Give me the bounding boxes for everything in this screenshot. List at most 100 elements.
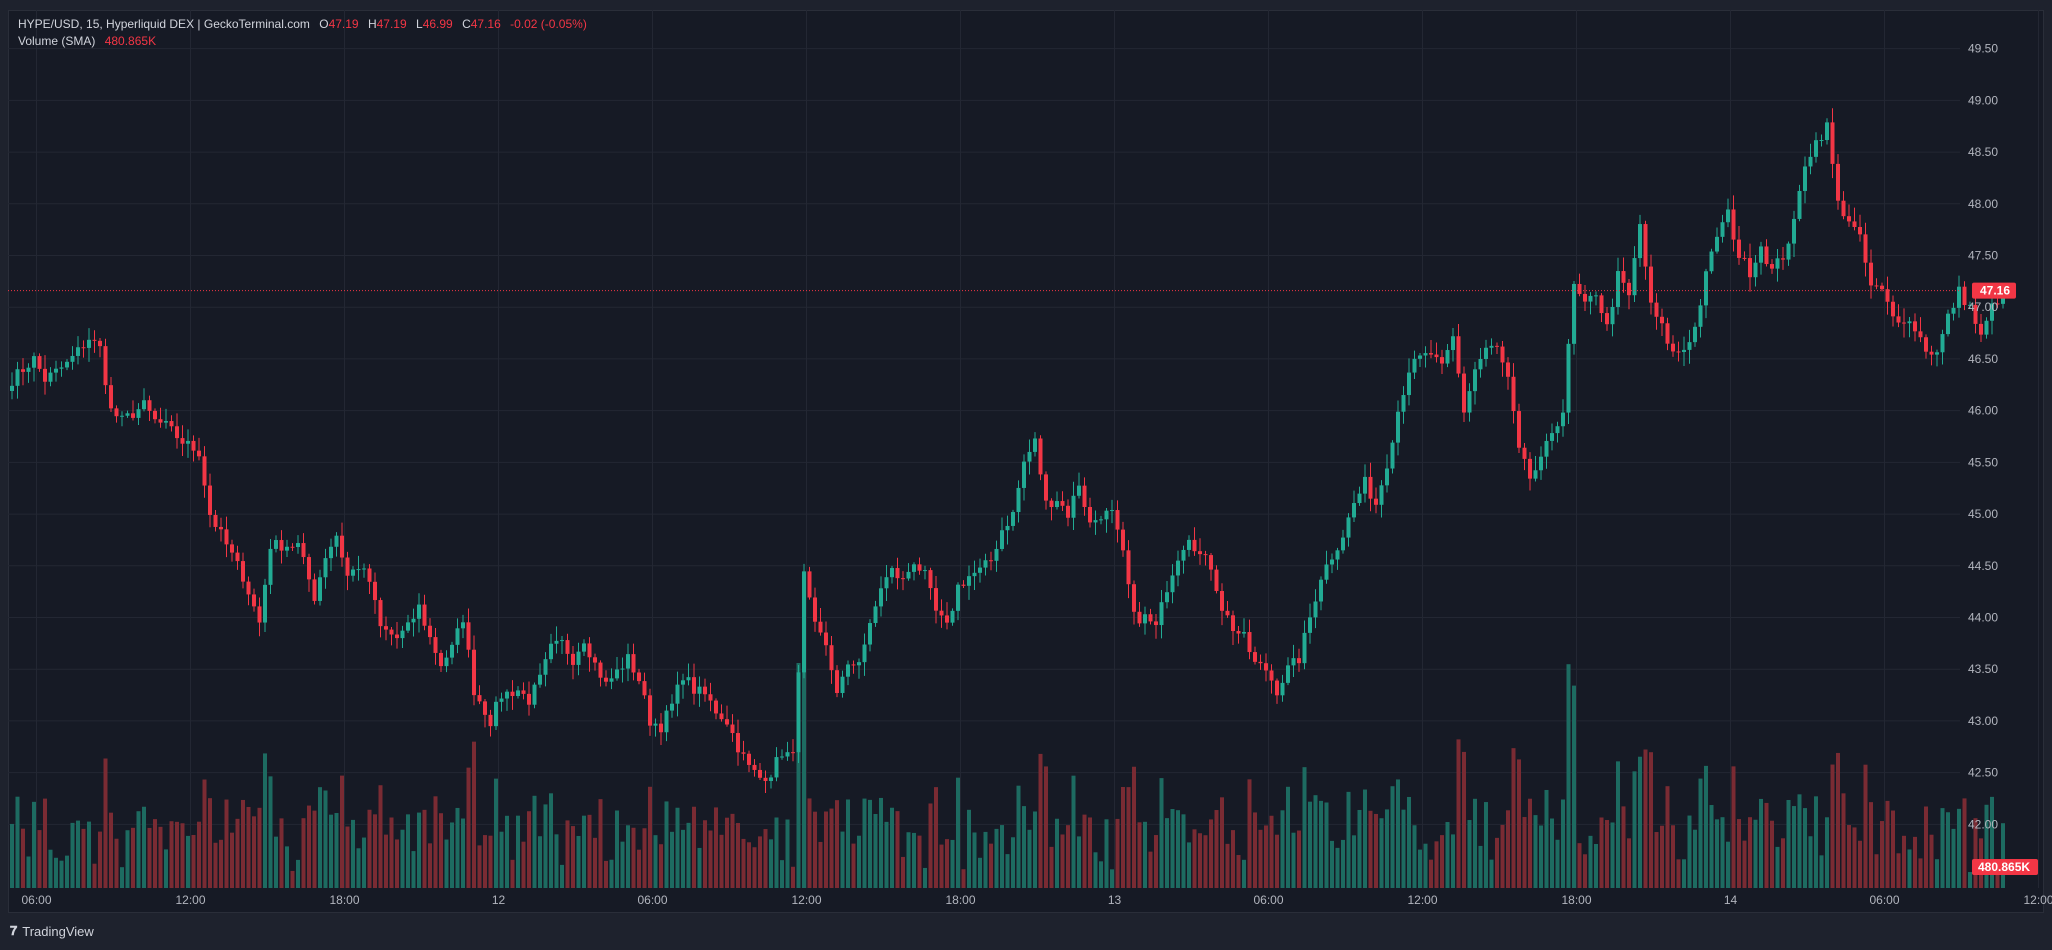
volume-bar (818, 841, 823, 888)
volume-bar (615, 810, 619, 888)
volume-bar (252, 816, 256, 888)
candle (406, 614, 410, 633)
volume-bar (906, 832, 911, 888)
candle (1869, 249, 1873, 299)
volume-bar (1126, 787, 1131, 888)
candle (1973, 295, 1978, 334)
symbol-title[interactable]: HYPE/USD, 15, Hyperliquid DEX | GeckoTer… (18, 17, 310, 31)
candle (1220, 583, 1224, 626)
volume-legend[interactable]: Volume (SMA) 480.865K (18, 34, 156, 48)
candle (1484, 339, 1488, 367)
candle (1522, 443, 1527, 471)
candle (494, 696, 498, 730)
candle (1225, 600, 1230, 618)
candle (1308, 603, 1312, 644)
brand-name[interactable]: TradingView (22, 923, 94, 939)
volume-bar (747, 842, 751, 888)
candle (1874, 278, 1879, 290)
time-axis[interactable]: 06:00 12:00 18:00 12 06:00 12:00 18:00 13 06:00 1… (21, 893, 2052, 907)
candle (752, 759, 757, 777)
candle (1500, 340, 1505, 377)
volume-bar (340, 775, 344, 888)
candle (120, 411, 124, 427)
volume-bar (1214, 810, 1219, 888)
volume-bar (1715, 819, 1719, 888)
candle (1825, 118, 1829, 145)
volume-bar (59, 860, 64, 888)
volume-bar (1847, 825, 1851, 888)
volume-bar (285, 846, 289, 888)
candle (268, 538, 273, 595)
volume-bar (1638, 756, 1642, 888)
volume-bar (257, 807, 262, 888)
volume-bar (312, 810, 317, 888)
volume-bar (461, 818, 465, 888)
volume-bar (1170, 808, 1175, 888)
volume-bar (1962, 798, 1967, 888)
volume-bar (1841, 793, 1846, 888)
volume-bar (296, 859, 300, 888)
ohlc-legend[interactable]: HYPE/USD, 15, Hyperliquid DEX | GeckoTer… (18, 17, 587, 31)
tradingview-logo-icon[interactable]: 𝟕 (10, 923, 17, 938)
chart-frame[interactable] (8, 10, 2044, 913)
candle (483, 698, 487, 728)
volume-bar (1891, 810, 1895, 888)
high-label: H (367, 17, 377, 31)
volume-bar (1566, 664, 1571, 888)
volume-bar (862, 798, 867, 888)
candle (604, 670, 608, 687)
volume-bar (1275, 834, 1279, 888)
candle (1027, 439, 1032, 475)
candle (631, 643, 636, 681)
volume-bar (2001, 823, 2005, 888)
y-tick-label: 45.50 (1968, 455, 1998, 469)
candle (1060, 491, 1065, 512)
candle (1489, 338, 1494, 355)
volume-bar (37, 830, 42, 888)
y-tick-label: 47.00 (1968, 300, 1998, 314)
x-tick-label: 12:00 (2023, 893, 2052, 907)
volume-bar (307, 805, 311, 888)
candle (1671, 335, 1675, 357)
candle (428, 618, 432, 645)
volume-bar (1005, 854, 1010, 888)
candle (1643, 220, 1648, 280)
volume-bar (384, 834, 388, 888)
volume-bar (939, 844, 944, 888)
volume-bar (1324, 802, 1329, 888)
volume-bar (1159, 778, 1164, 888)
volume-bar (1066, 825, 1070, 888)
volume-bar (1682, 859, 1686, 888)
candle (378, 597, 383, 638)
candle (1764, 239, 1769, 267)
candle (1434, 342, 1439, 363)
candle (1539, 446, 1543, 480)
candle (1819, 134, 1824, 147)
volume-bar (659, 844, 663, 888)
candle (230, 539, 234, 562)
volume-bar (1451, 834, 1455, 888)
candle (1561, 399, 1565, 437)
candle (906, 563, 911, 581)
candle (1704, 268, 1708, 319)
price-axis[interactable]: 49.50 49.00 48.50 48.00 47.50 47.00 46.50 46.00… (1968, 42, 1998, 832)
candle (829, 635, 834, 684)
candle (972, 560, 977, 590)
volume-label[interactable]: Volume (SMA) (18, 34, 96, 48)
volume-bar (829, 808, 834, 888)
candle (681, 673, 685, 699)
candle (1759, 241, 1763, 275)
volume-bar (10, 823, 14, 888)
volume-bar (274, 836, 278, 888)
candle (92, 330, 97, 353)
candle (1605, 306, 1609, 331)
candle (450, 641, 454, 665)
candle (345, 551, 350, 591)
candle (323, 548, 328, 589)
volume-bar (1632, 771, 1637, 888)
volume-bar (125, 830, 130, 888)
candle (978, 558, 982, 583)
volume-bar (1770, 820, 1774, 888)
candle (131, 400, 135, 421)
